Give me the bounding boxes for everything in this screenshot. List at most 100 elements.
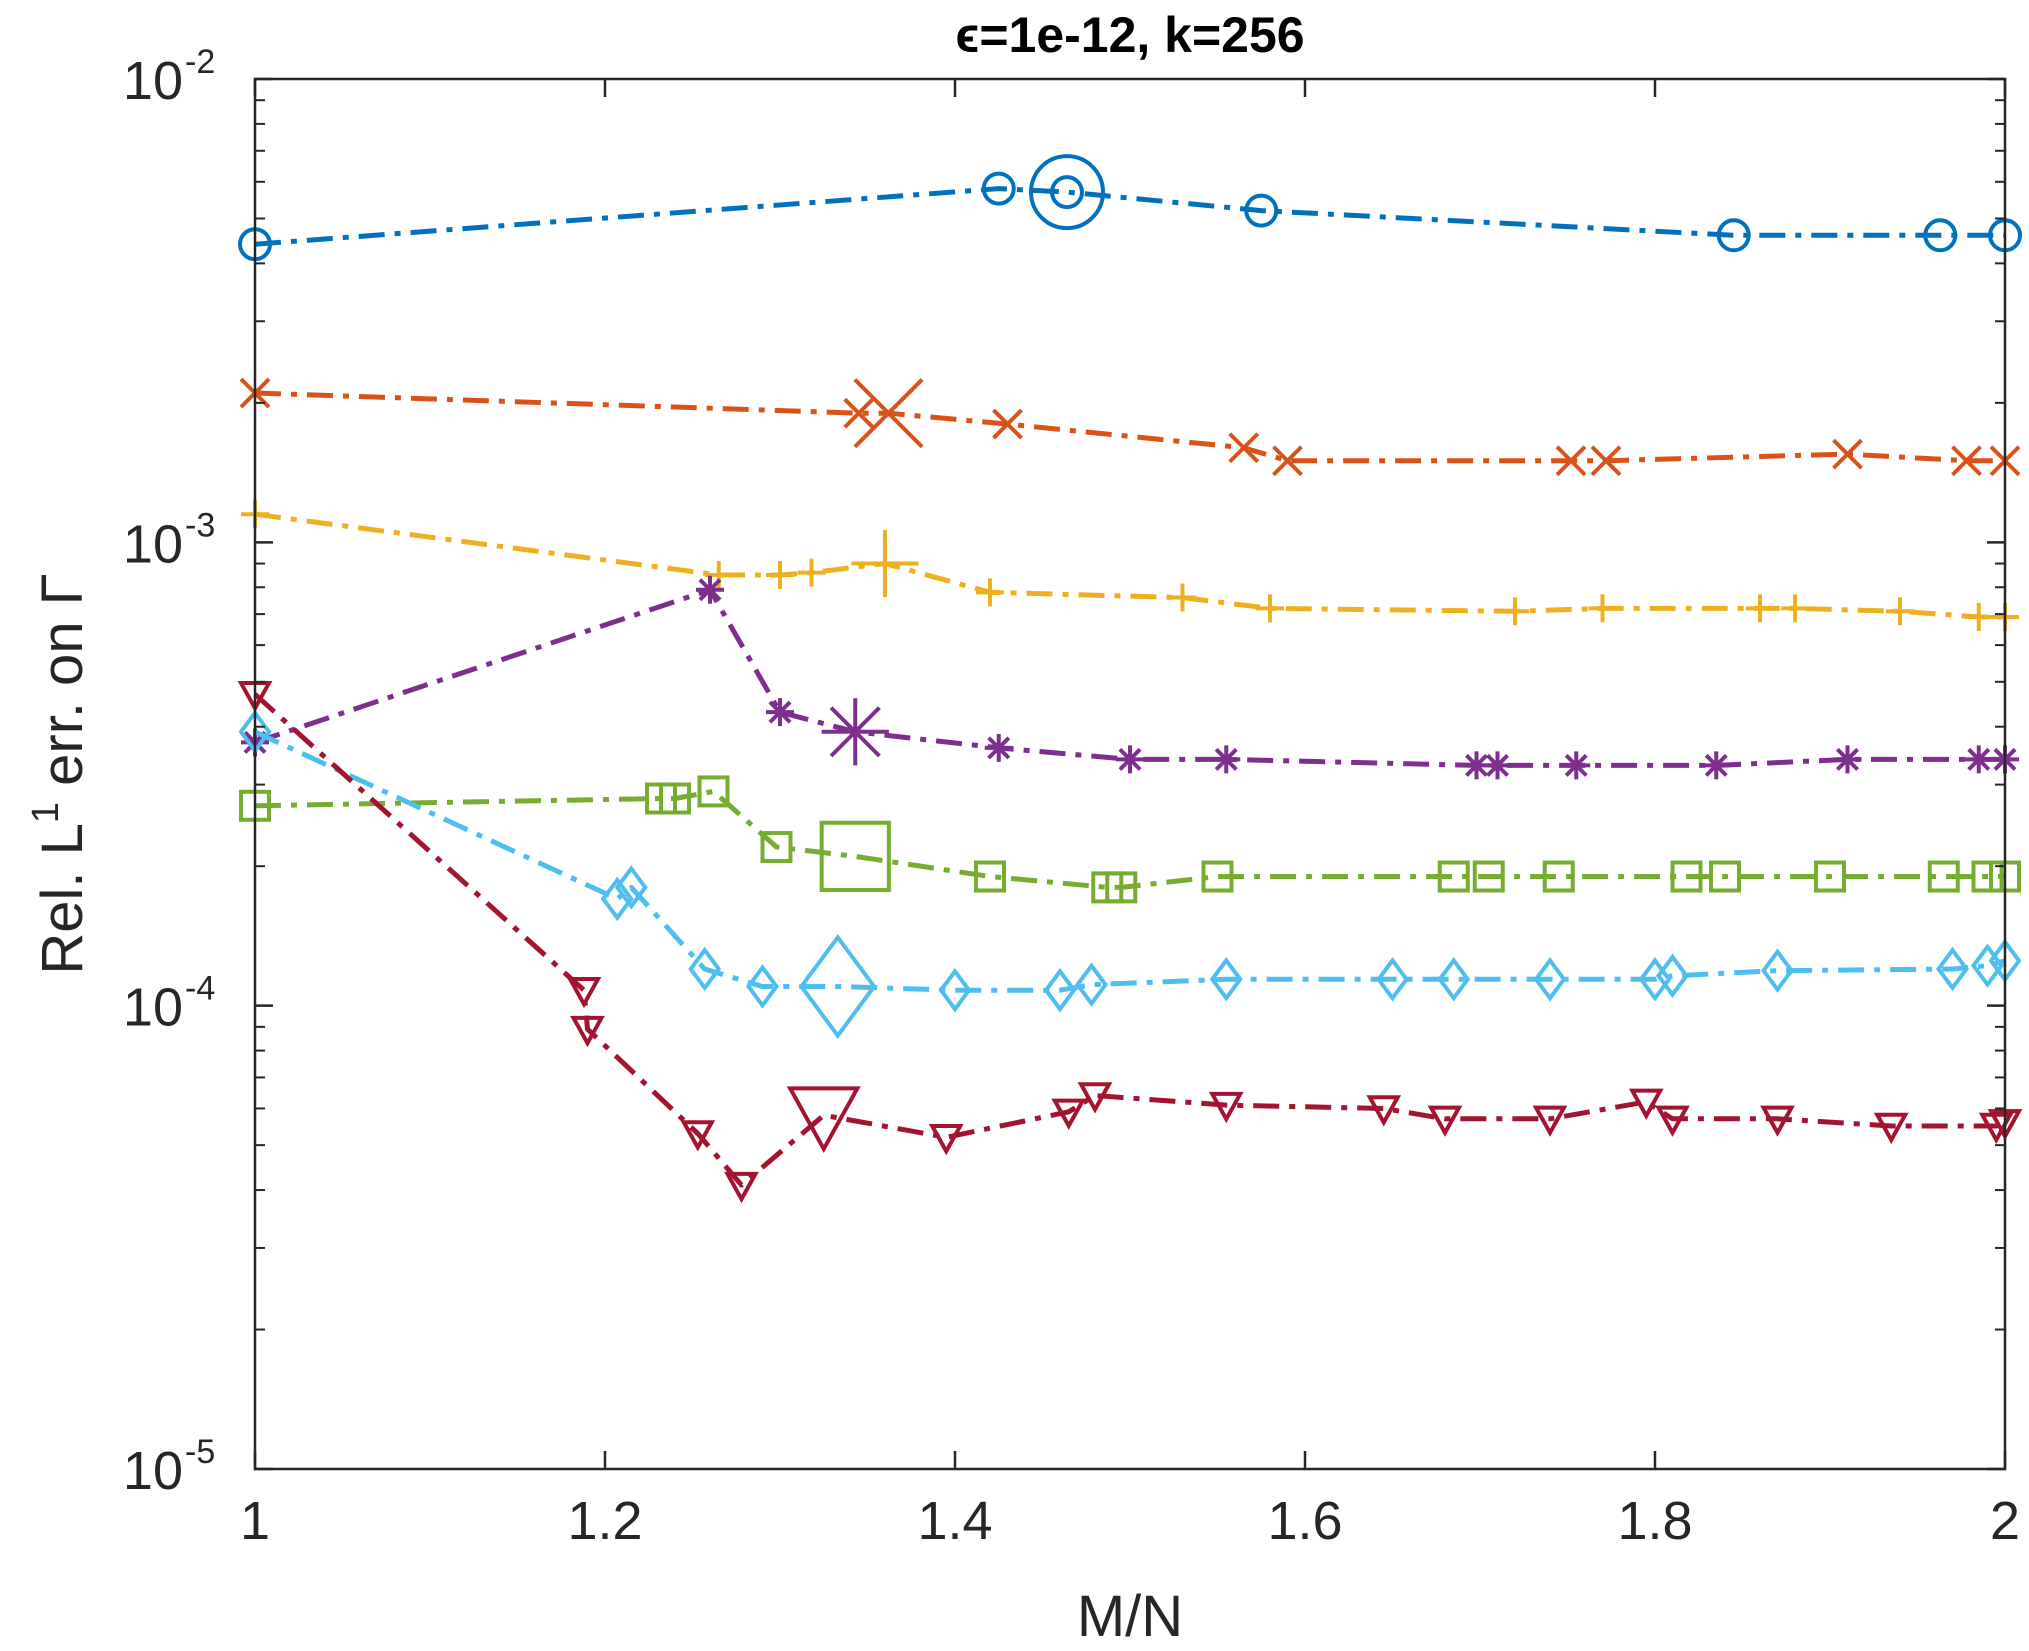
- series-line-asterisk: [254, 587, 2005, 768]
- data-point-cross: [1228, 432, 1260, 464]
- data-point-triangle: [1655, 1105, 1690, 1137]
- data-point-diamond: [746, 964, 779, 1009]
- data-point-diamond: [688, 946, 722, 992]
- data-point-plus: [766, 561, 794, 590]
- y-tick-label-exponent: -3: [185, 506, 215, 544]
- y-tick-label-exponent: -4: [185, 970, 215, 1008]
- series-line-square: [254, 788, 2005, 890]
- data-point-asterisk: [984, 733, 1013, 762]
- y-tick-label-base: 10: [123, 1441, 183, 1501]
- data-point-asterisk: [766, 698, 794, 727]
- data-point-circle: [1244, 193, 1279, 228]
- data-point-circle-ring: [1716, 218, 1751, 253]
- data-point-diamond: [1437, 957, 1471, 1002]
- data-point-diamond: [1043, 967, 1077, 1013]
- data-point-plus: [976, 578, 1004, 607]
- data-point-asterisk: [1212, 745, 1241, 774]
- data-point-asterisk: [1833, 745, 1862, 774]
- x-tick-label: 1.4: [917, 1491, 992, 1551]
- data-point-plus: [704, 561, 733, 590]
- data-point-square: [1670, 860, 1703, 893]
- y-axis-title-superscript: 1: [25, 802, 67, 823]
- data-point-circle: [981, 171, 1016, 206]
- data-point-cross: [1951, 445, 1982, 477]
- y-tick-label-base: 10: [123, 51, 183, 111]
- data-point-cross: [843, 397, 875, 429]
- data-point-triangle: [1978, 1112, 2014, 1145]
- data-point-plus: [1256, 594, 1284, 623]
- data-point-plus: [1501, 597, 1529, 626]
- data-point-square: [1709, 860, 1741, 893]
- y-axis-title: Rel. L1 err. on Γ: [25, 573, 95, 974]
- x-tick-label: 1: [240, 1491, 270, 1551]
- data-point-circle-ring: [1244, 193, 1279, 228]
- data-point-triangle: [1628, 1088, 1664, 1120]
- data-point-triangle: [928, 1124, 964, 1156]
- data-point-circle: [1923, 218, 1958, 253]
- series-line-triangle: [253, 692, 2006, 1188]
- data-point-square: [974, 860, 1006, 893]
- data-point-plus: [1746, 594, 1774, 623]
- data-point-diamond: [798, 933, 877, 1039]
- data-point-plus: [1168, 583, 1197, 612]
- data-point-cross: [853, 378, 924, 449]
- data-point-cross: [1272, 445, 1303, 477]
- data-point-cross: [1555, 445, 1587, 477]
- axes-box: [253, 77, 2007, 1471]
- x-tick-label: 2: [1990, 1491, 2020, 1551]
- data-point-plus: [1781, 594, 1809, 623]
- data-point-triangle: [786, 1086, 861, 1153]
- series-cross: [239, 377, 2021, 477]
- data-point-square: [1105, 871, 1138, 904]
- data-point-diamond: [1656, 953, 1689, 999]
- data-point-square: [1201, 860, 1234, 893]
- x-tick-label: 1.2: [567, 1491, 642, 1551]
- y-tick-label-base: 10: [123, 514, 183, 574]
- ticklabel-layer: 1 1.2 1.4 1.6 1.8 210-510-410-310-2: [123, 43, 2020, 1551]
- y-tick-label: 10: [123, 51, 183, 111]
- x-tick-label: 1.8: [1617, 1491, 1692, 1551]
- series-plus: [241, 500, 2019, 631]
- chart-title: ϵ=1e-12, k=256: [955, 7, 1304, 63]
- data-point-diamond: [1533, 957, 1567, 1002]
- data-point-circle-ring: [1923, 218, 1958, 253]
- data-point-triangle: [570, 1015, 605, 1048]
- y-axis-title-prefix: Rel. L: [30, 823, 95, 975]
- data-point-cross: [1590, 445, 1622, 477]
- data-point-square: [697, 775, 730, 808]
- data-point-diamond: [600, 876, 634, 922]
- data-point-square: [1437, 860, 1470, 893]
- data-point-square: [1927, 860, 1960, 893]
- data-point-triangle: [1427, 1105, 1463, 1137]
- y-tick-label-exponent: -5: [185, 1433, 215, 1471]
- data-point-triangle: [1873, 1112, 1909, 1145]
- y-tick-label: 10: [123, 1441, 183, 1501]
- data-point-asterisk: [1702, 751, 1731, 780]
- data-point-diamond: [1209, 957, 1243, 1002]
- data-point-triangle: [1532, 1105, 1568, 1137]
- data-point-plus: [797, 558, 826, 587]
- data-point-diamond: [1075, 962, 1108, 1007]
- series-square: [239, 775, 2021, 904]
- data-point-diamond: [614, 865, 648, 910]
- data-point-asterisk: [1483, 751, 1512, 780]
- data-point-asterisk: [1116, 745, 1144, 774]
- data-point-diamond: [1971, 943, 2004, 988]
- data-point-asterisk: [1462, 751, 1491, 780]
- data-point-square: [1971, 860, 2004, 893]
- data-point-triangle: [1077, 1082, 1113, 1114]
- y-tick-label: 10: [123, 978, 183, 1038]
- data-point-asterisk: [1562, 751, 1591, 780]
- data-point-diamond: [1761, 948, 1794, 993]
- data-point-plus: [1588, 594, 1617, 623]
- y-axis-title-suffix: err. on Γ: [30, 573, 95, 802]
- data-point-square: [1472, 860, 1505, 893]
- data-point-cross: [992, 408, 1023, 440]
- data-point-diamond: [938, 967, 972, 1013]
- series-line-cross: [254, 390, 2005, 464]
- data-point-circle-inner: [1050, 175, 1084, 210]
- data-point-cross: [1832, 438, 1863, 470]
- data-point-triangle: [680, 1120, 716, 1152]
- y-tick-label-exponent: -2: [185, 43, 215, 81]
- data-point-square: [760, 831, 793, 864]
